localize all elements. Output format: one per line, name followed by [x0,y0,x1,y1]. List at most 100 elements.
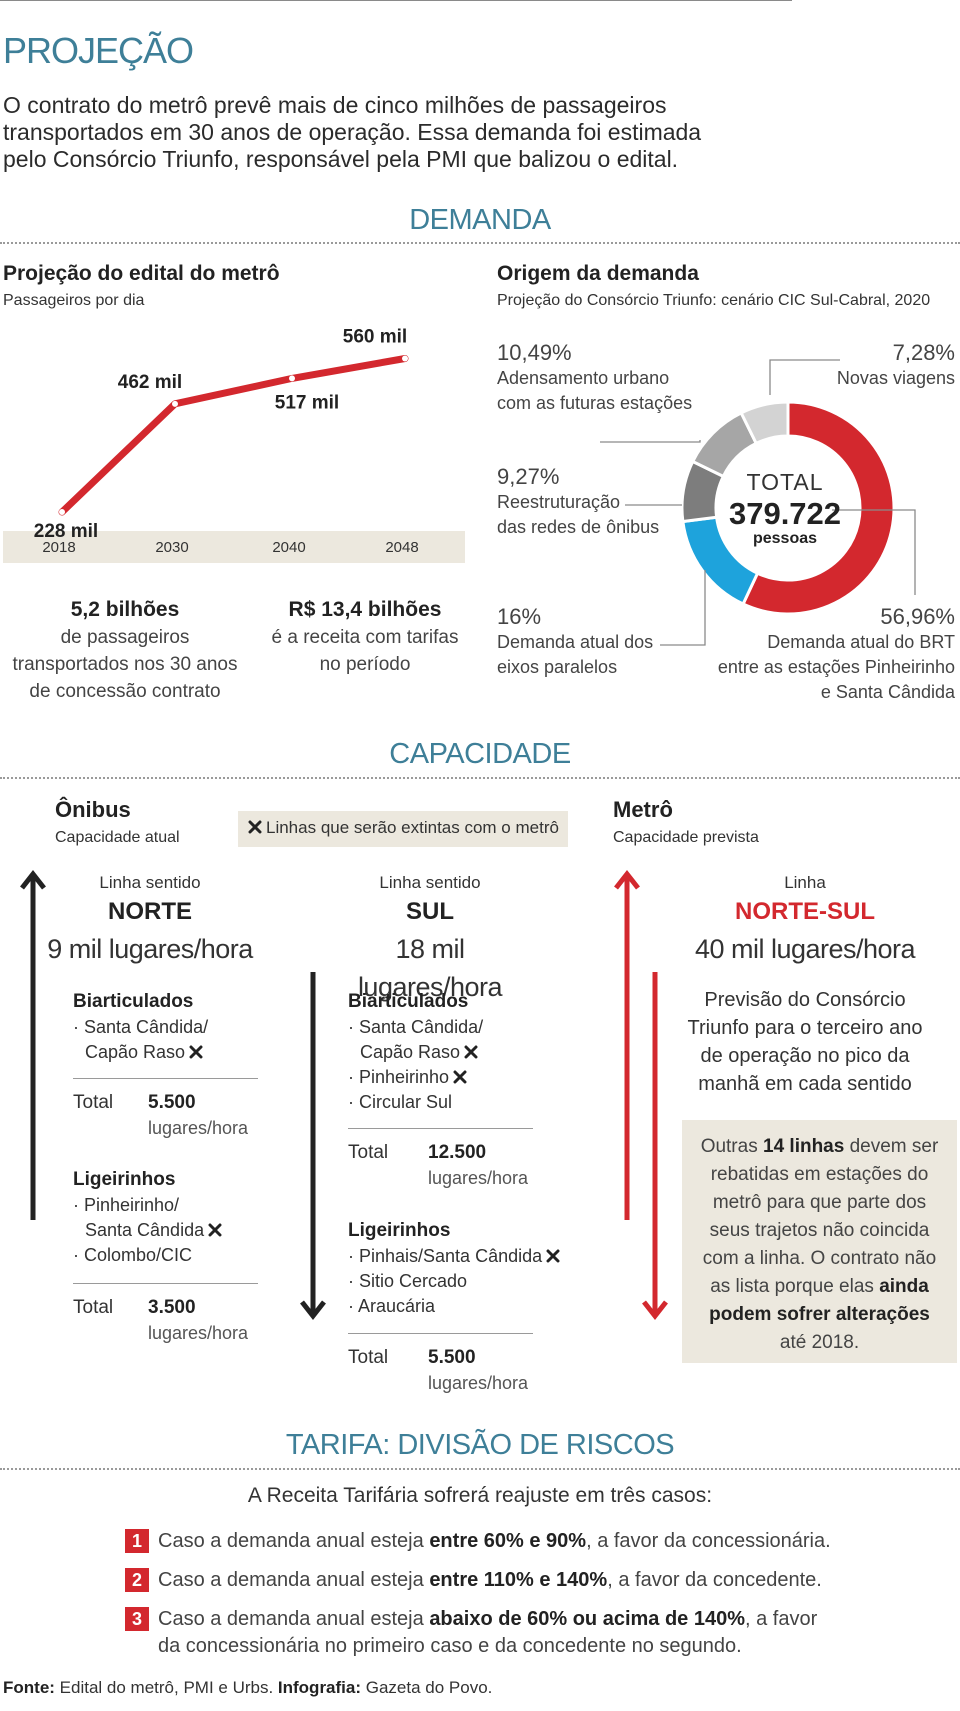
case-number-badge: 1 [125,1529,149,1553]
stat-revenue: R$ 13,4 bilhões é a receita com tarifas … [250,596,480,678]
total-unit: lugares/hora [428,1168,529,1188]
series-line [58,355,409,516]
biart-head: Biarticulados [348,991,469,1012]
section-title-tarifa: TARIFA: DIVISÃO DE RISCOS [285,1429,675,1461]
list-item: Capão Raso [348,1040,483,1065]
slice-pct: 56,96% [880,604,955,629]
slice-pct: 16% [497,604,542,629]
slice-desc: das redes de ônibus [497,517,660,537]
stat-line: no período [319,654,411,675]
line-capacity: 9 mil lugares/hora [47,934,253,964]
list-item: · Araucária [348,1296,436,1316]
total-unit: lugares/hora [428,1373,529,1393]
box-line: podem sofrer alterações [709,1304,930,1325]
divider [348,1128,533,1129]
intro-line: pelo Consórcio Triunfo, responsável pela… [3,146,679,172]
arrow-south [300,972,326,1321]
list-item: Capão Raso [73,1040,208,1065]
slice-desc: Novas viagens [836,368,955,388]
page-title: PROJEÇÃO [3,30,194,71]
slice-label-brt: 56,96% Demanda atual do BRT entre as est… [640,604,955,705]
list-item: · Pinheirinho/ [73,1195,180,1215]
line-pre: Linha sentido [99,873,201,892]
donut-chart-subtitle: Projeção do Consórcio Triunfo: cenário C… [497,292,931,309]
metro-subtitle: Capacidade prevista [613,829,759,846]
box-line: rebatidas em estações do [710,1164,929,1185]
stat-line: de concessão contrato [29,681,221,702]
metro-header: Linha NORTE-SUL 40 mil lugares/hora [680,872,930,968]
total-value: 12.500 [428,1142,487,1163]
case-text: Caso a demanda anual esteja entre 110% e… [158,1569,822,1591]
data-label: 228 mil [34,521,98,542]
total-value: 3.500 [148,1297,196,1318]
leader-line-eixos [660,570,706,646]
legend-box: Linhas que serão extintas com o metrô [238,811,568,847]
donut-chart [600,359,916,646]
legend-text: Linhas que serão extintas com o metrô [266,818,559,837]
data-point [402,355,408,362]
box-line: seus trajetos não coincida [709,1220,930,1241]
slice-desc: eixos paralelos [497,657,618,677]
leader-line-novas [769,359,840,395]
data-point [289,375,295,382]
biart-head: Biarticulados [73,991,194,1012]
data-label: 462 mil [118,372,182,393]
total-label: Total [73,1297,114,1318]
donut-center-unit: pessoas [752,530,818,547]
list-item-text: · Pinheirinho [348,1067,450,1087]
total-value: 5.500 [428,1347,476,1368]
x-icon [189,1045,203,1059]
data-point [172,400,178,407]
desc-line: Triunfo para o terceiro ano [687,1017,923,1039]
sul-biart: Biarticulados · Santa Cândida/ Capão Ras… [348,989,483,1115]
total-label: Total [348,1347,389,1368]
divider [348,1333,533,1334]
slice-desc: Reestruturação [497,492,621,512]
data-label: 517 mil [275,392,339,413]
onibus-title: Ônibus [55,797,131,822]
footer-source: Fonte: Edital do metrô, PMI e Urbs. Info… [3,1678,493,1697]
list-item-text: Santa Cândida [85,1220,205,1240]
x-axis-band [3,531,465,563]
x-tick-label: 2048 [385,539,418,556]
slice-brt [741,400,896,616]
x-icon [546,1249,560,1263]
intro-line: O contrato do metrô prevê mais de cinco … [3,92,667,118]
list-item: · Sitio Cercado [348,1271,468,1291]
slice-label-reestrut: 9,27% Reestruturação das redes de ônibus [497,464,659,540]
slice-label-novas: 7,28% Novas viagens [760,340,955,391]
desc-line: Previsão do Consórcio [704,989,906,1011]
section-title-demanda: DEMANDA [409,204,551,236]
line-capacity: 40 mil lugares/hora [694,934,916,964]
slice-label-eixos: 16% Demanda atual dos eixos paralelos [497,604,653,680]
data-label: 560 mil [343,327,407,348]
arrow-metro-down [642,972,668,1321]
list-item-text: · Pinhais/Santa Cândida [348,1246,543,1266]
metro-title: Metrô [613,797,673,822]
sul-lig: Ligeirinhos · Pinhais/Santa Cândida · Si… [348,1218,560,1319]
list-item: · Santa Cândida/ [348,1017,484,1037]
case-number-badge: 2 [125,1568,149,1592]
section-divider [0,777,960,779]
list-item-text: Capão Raso [360,1042,461,1062]
list-item: · Pinhais/Santa Cândida [348,1244,560,1269]
line-name: NORTE-SUL [735,898,875,925]
metro-description: Previsão do Consórcio Triunfo para o ter… [675,986,935,1098]
x-tick-label: 2030 [155,539,188,556]
section-divider [0,242,960,244]
x-icon [208,1223,222,1237]
sul-header: Linha sentido SUL 18 mil lugares/hora [320,872,540,1006]
lig-head: Ligeirinhos [348,1220,451,1241]
onibus-subtitle: Capacidade atual [55,829,180,846]
line-name: SUL [406,898,454,925]
slice-desc: Demanda atual do BRT [767,632,955,652]
line-pre: Linha [784,873,826,892]
arrow-metro-up [614,869,640,1220]
line-capacity: 18 mil lugares/hora [357,934,503,1002]
norte-header: Linha sentido NORTE 9 mil lugares/hora [40,872,260,968]
line-chart-title: Projeção do edital do metrô [3,262,280,285]
slice-pct: 10,49% [497,340,572,365]
donut-center-value: 379.722 [728,496,842,531]
line-chart-subtitle: Passageiros por dia [3,292,145,309]
box-line: até 2018. [779,1332,860,1353]
